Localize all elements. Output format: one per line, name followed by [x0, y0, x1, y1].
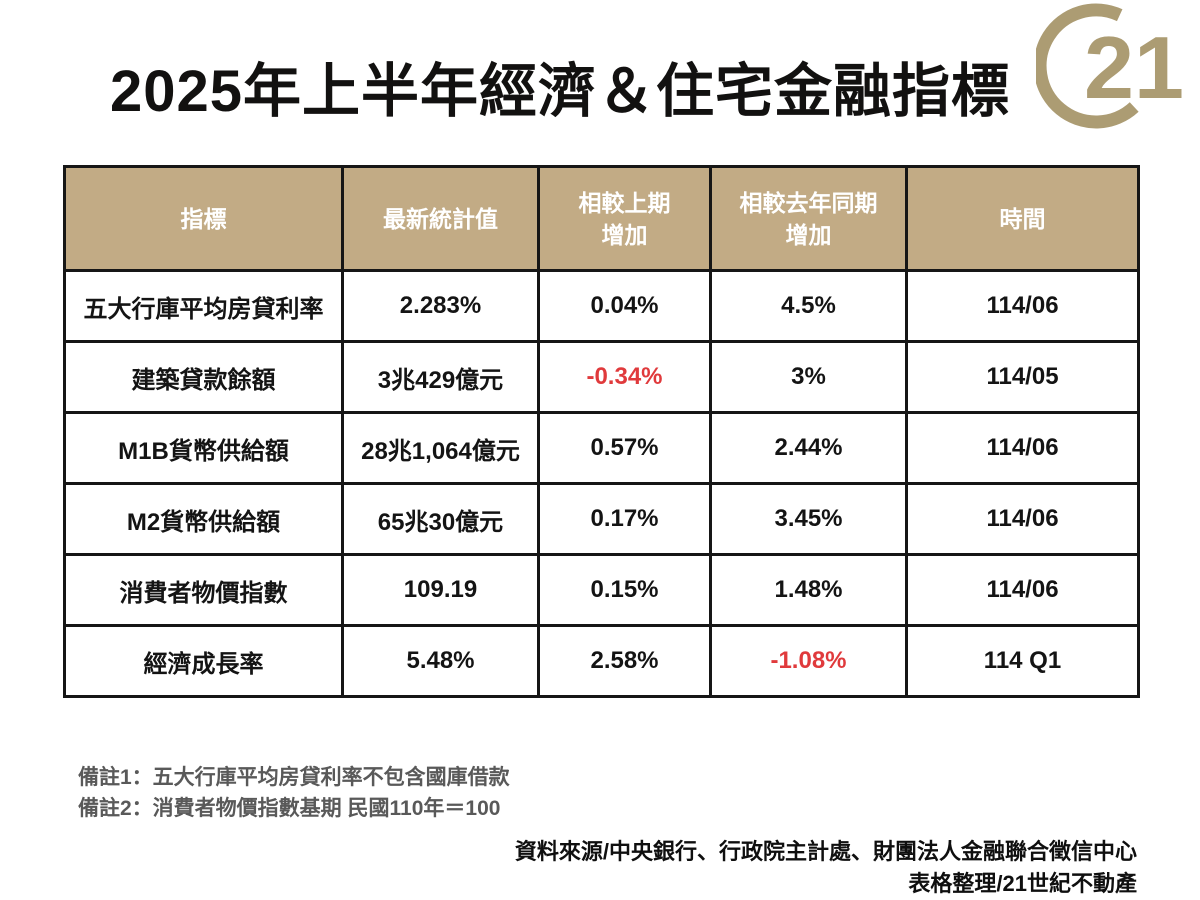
- indicator-name: 建築貸款餘額: [63, 340, 344, 414]
- table-cell-mom: 0.15%: [537, 553, 712, 627]
- credit-line: 表格整理/21世紀不動產: [908, 871, 1137, 896]
- century21-logo: 21: [1036, 3, 1184, 129]
- table-cell-time: 114/06: [905, 269, 1140, 343]
- table-cell-yoy: 1.48%: [709, 553, 908, 627]
- footnote-1: 備註1：五大行庫平均房貸利率不包含國庫借款: [78, 766, 510, 789]
- footnotes: 備註1：五大行庫平均房貸利率不包含國庫借款 備註2：消費者物價指數基期 民國11…: [78, 762, 510, 824]
- table-row: M1B貨幣供給額 28兆1,064億元 0.57% 2.44% 114/06: [63, 411, 1140, 485]
- header-indicator: 指標: [63, 165, 344, 272]
- table-cell-mom: 0.17%: [537, 482, 712, 556]
- table-cell-time: 114/05: [905, 340, 1140, 414]
- table-row: 五大行庫平均房貸利率 2.283% 0.04% 4.5% 114/06: [63, 269, 1140, 343]
- table-cell-mom: 2.58%: [537, 624, 712, 698]
- table-cell-latest: 65兆30億元: [341, 482, 540, 556]
- indicator-name: 經濟成長率: [63, 624, 344, 698]
- indicators-table-wrap: 指標 最新統計值 相較上期 增加 相較去年同期 增加 時間 五大行庫平均房貸利率 2…: [63, 165, 1140, 698]
- footnote-2: 備註2：消費者物價指數基期 民國110年＝100: [78, 797, 501, 820]
- table-cell-time: 114/06: [905, 411, 1140, 485]
- table-cell-mom: 0.04%: [537, 269, 712, 343]
- table-cell-yoy: -1.08%: [709, 624, 908, 698]
- century21-c-arc: [1036, 3, 1139, 129]
- indicator-name: 消費者物價指數: [63, 553, 344, 627]
- source-line: 資料來源/中央銀行、行政院主計處、財團法人金融聯合徵信中心: [514, 839, 1137, 864]
- table-cell-time: 114 Q1: [905, 624, 1140, 698]
- source-credits: 資料來源/中央銀行、行政院主計處、財團法人金融聯合徵信中心 表格整理/21世紀不…: [515, 836, 1137, 900]
- table-row: M2貨幣供給額 65兆30億元 0.17% 3.45% 114/06: [63, 482, 1140, 556]
- table-cell-latest: 109.19: [341, 553, 540, 627]
- table-cell-yoy: 3.45%: [709, 482, 908, 556]
- table-cell-yoy: 3%: [709, 340, 908, 414]
- table-cell-latest: 2.283%: [341, 269, 540, 343]
- table-cell-yoy: 2.44%: [709, 411, 908, 485]
- indicator-name: M1B貨幣供給額: [63, 411, 344, 485]
- page-title: 2025年上半年經濟＆住宅金融指標: [109, 59, 1011, 124]
- header-latest-value: 最新統計值: [341, 165, 540, 272]
- table-row: 建築貸款餘額 3兆429億元 -0.34% 3% 114/05: [63, 340, 1140, 414]
- table-cell-latest: 3兆429億元: [341, 340, 540, 414]
- table-row: 消費者物價指數 109.19 0.15% 1.48% 114/06: [63, 553, 1140, 627]
- table-header-row: 指標 最新統計值 相較上期 增加 相較去年同期 增加 時間: [63, 165, 1140, 272]
- table-cell-mom: 0.57%: [537, 411, 712, 485]
- table-cell-time: 114/06: [905, 553, 1140, 627]
- century21-21-text: 21: [1084, 18, 1184, 117]
- indicators-table: 指標 最新統計值 相較上期 增加 相較去年同期 增加 時間 五大行庫平均房貸利率 2…: [63, 165, 1140, 698]
- header-yoy-change: 相較去年同期 增加: [709, 165, 908, 272]
- table-cell-time: 114/06: [905, 482, 1140, 556]
- table-cell-yoy: 4.5%: [709, 269, 908, 343]
- table-cell-latest: 5.48%: [341, 624, 540, 698]
- table-cell-latest: 28兆1,064億元: [341, 411, 540, 485]
- header-time: 時間: [905, 165, 1140, 272]
- table-cell-mom: -0.34%: [537, 340, 712, 414]
- indicator-name: 五大行庫平均房貸利率: [63, 269, 344, 343]
- header-mom-change: 相較上期 增加: [537, 165, 712, 272]
- table-row: 經濟成長率 5.48% 2.58% -1.08% 114 Q1: [63, 624, 1140, 698]
- indicator-name: M2貨幣供給額: [63, 482, 344, 556]
